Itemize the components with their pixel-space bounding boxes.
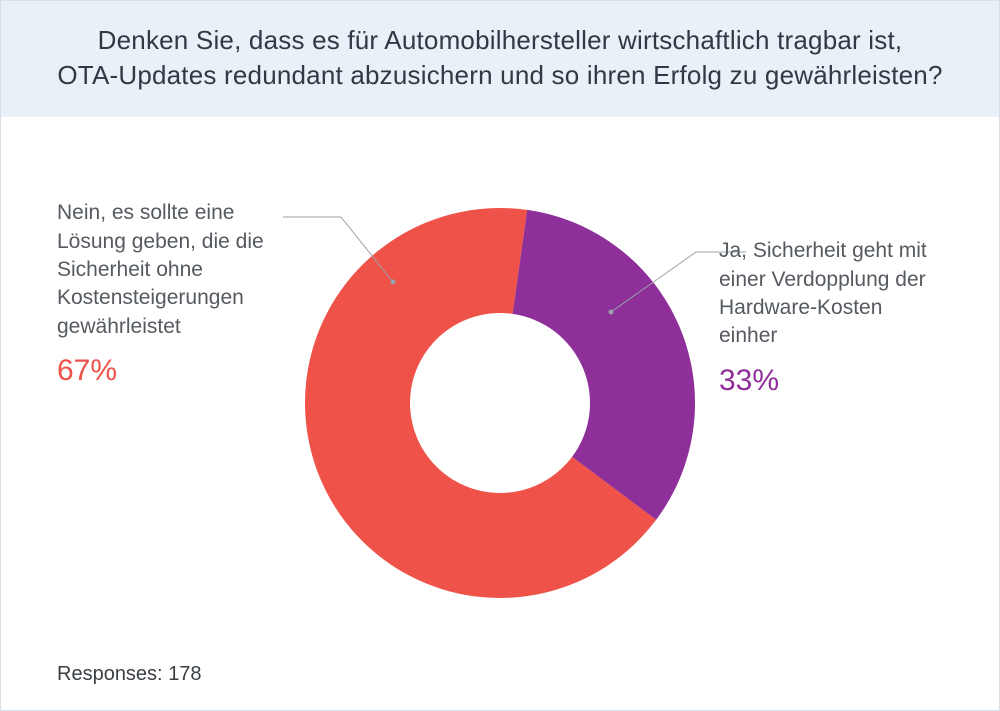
- chart-body: Nein, es sollte eine Lösung geben, die d…: [1, 117, 999, 710]
- donut-svg: [290, 193, 710, 613]
- donut-slice-yes: [513, 209, 695, 519]
- title-line-2: OTA-Updates redundant abzusichern und so…: [57, 60, 942, 90]
- donut-chart: [290, 193, 710, 618]
- chart-frame: Denken Sie, dass es für Automobilherstel…: [0, 0, 1000, 711]
- label-no-percent: 67%: [57, 351, 287, 392]
- chart-title: Denken Sie, dass es für Automobilherstel…: [41, 23, 959, 93]
- label-yes: Ja, Sicherheit geht mit einer Verdopplun…: [719, 237, 939, 401]
- label-no: Nein, es sollte eine Lösung geben, die d…: [57, 199, 287, 391]
- responses-label: Responses:: [57, 663, 163, 685]
- title-bar: Denken Sie, dass es für Automobilherstel…: [1, 1, 999, 117]
- responses-footer: Responses: 178: [57, 663, 202, 686]
- label-yes-text: Ja, Sicherheit geht mit einer Verdopplun…: [719, 239, 927, 347]
- title-line-1: Denken Sie, dass es für Automobilherstel…: [98, 25, 903, 55]
- responses-count: 178: [168, 663, 201, 685]
- label-yes-percent: 33%: [719, 361, 939, 402]
- label-no-text: Nein, es sollte eine Lösung geben, die d…: [57, 201, 264, 337]
